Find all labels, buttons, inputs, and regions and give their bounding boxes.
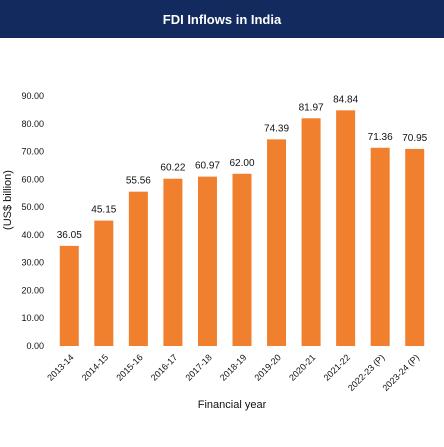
x-tick-label: 2018-19	[218, 352, 248, 382]
y-tick-label: 10.00	[21, 313, 44, 323]
y-axis-label: (US$ billion)	[2, 170, 14, 230]
y-tick-label: 70.00	[21, 147, 44, 157]
bar-value-label: 71.36	[368, 132, 393, 143]
bar-value-label: 84.84	[333, 94, 358, 105]
y-tick-label: 20.00	[21, 285, 44, 295]
bar-value-label: 36.05	[57, 230, 82, 241]
bar-chart: 0.00 10.00 20.00 30.00 40.00 50.00 60.00 70.00 8…	[2, 91, 428, 411]
bar	[94, 220, 114, 346]
bar-value-label: 45.15	[91, 205, 116, 216]
chart-title: FDI Inflows in India	[162, 11, 282, 27]
x-tick-label: 2019-20	[253, 352, 283, 382]
x-tick-label: 2016-17	[149, 352, 179, 382]
bar-value-label: 55.56	[126, 176, 151, 187]
bar	[59, 245, 79, 346]
bar-value-label: 62.00	[229, 158, 254, 169]
y-axis-ticks: 0.00 10.00 20.00 30.00 40.00 50.00 60.00 70.00 8…	[21, 91, 44, 351]
y-tick-label: 90.00	[21, 91, 44, 101]
bar-value-label: 81.97	[299, 102, 324, 113]
bar-value-label: 70.95	[402, 133, 427, 144]
x-axis-label: Financial year	[198, 399, 267, 411]
y-tick-label: 80.00	[21, 119, 44, 129]
bar-series	[59, 110, 425, 346]
bar-value-label: 60.22	[160, 163, 185, 174]
bar	[301, 118, 321, 346]
bar	[267, 139, 287, 346]
x-tick-label: 2013-14	[45, 352, 75, 382]
bar	[405, 148, 425, 346]
bar	[336, 110, 356, 346]
data-labels: 36.05 45.15 55.56 60.22 60.97 62.00 74.39 81.97…	[57, 94, 428, 241]
x-tick-label: 2023-24 (P)	[380, 352, 421, 393]
bar-value-label: 60.97	[195, 161, 220, 172]
y-tick-label: 40.00	[21, 230, 44, 240]
chart-title-banner: FDI Inflows in India	[0, 0, 444, 38]
bar	[163, 178, 183, 346]
y-tick-label: 30.00	[21, 258, 44, 268]
y-tick-label: 50.00	[21, 202, 44, 212]
y-tick-label: 60.00	[21, 174, 44, 184]
bar	[370, 147, 390, 346]
bar-value-label: 74.39	[264, 123, 289, 134]
bar	[232, 173, 252, 346]
x-axis-ticks: 2013-14 2014-15 2015-16 2016-17 2017-18 2018-…	[45, 352, 421, 393]
y-tick-label: 0.00	[26, 341, 44, 351]
x-tick-label: 2020-21	[287, 352, 317, 382]
bar	[128, 191, 148, 346]
bar	[197, 176, 217, 346]
x-tick-label: 2015-16	[114, 352, 144, 382]
x-tick-label: 2021-22	[322, 352, 352, 382]
x-tick-label: 2017-18	[183, 352, 213, 382]
x-tick-label: 2014-15	[80, 352, 110, 382]
